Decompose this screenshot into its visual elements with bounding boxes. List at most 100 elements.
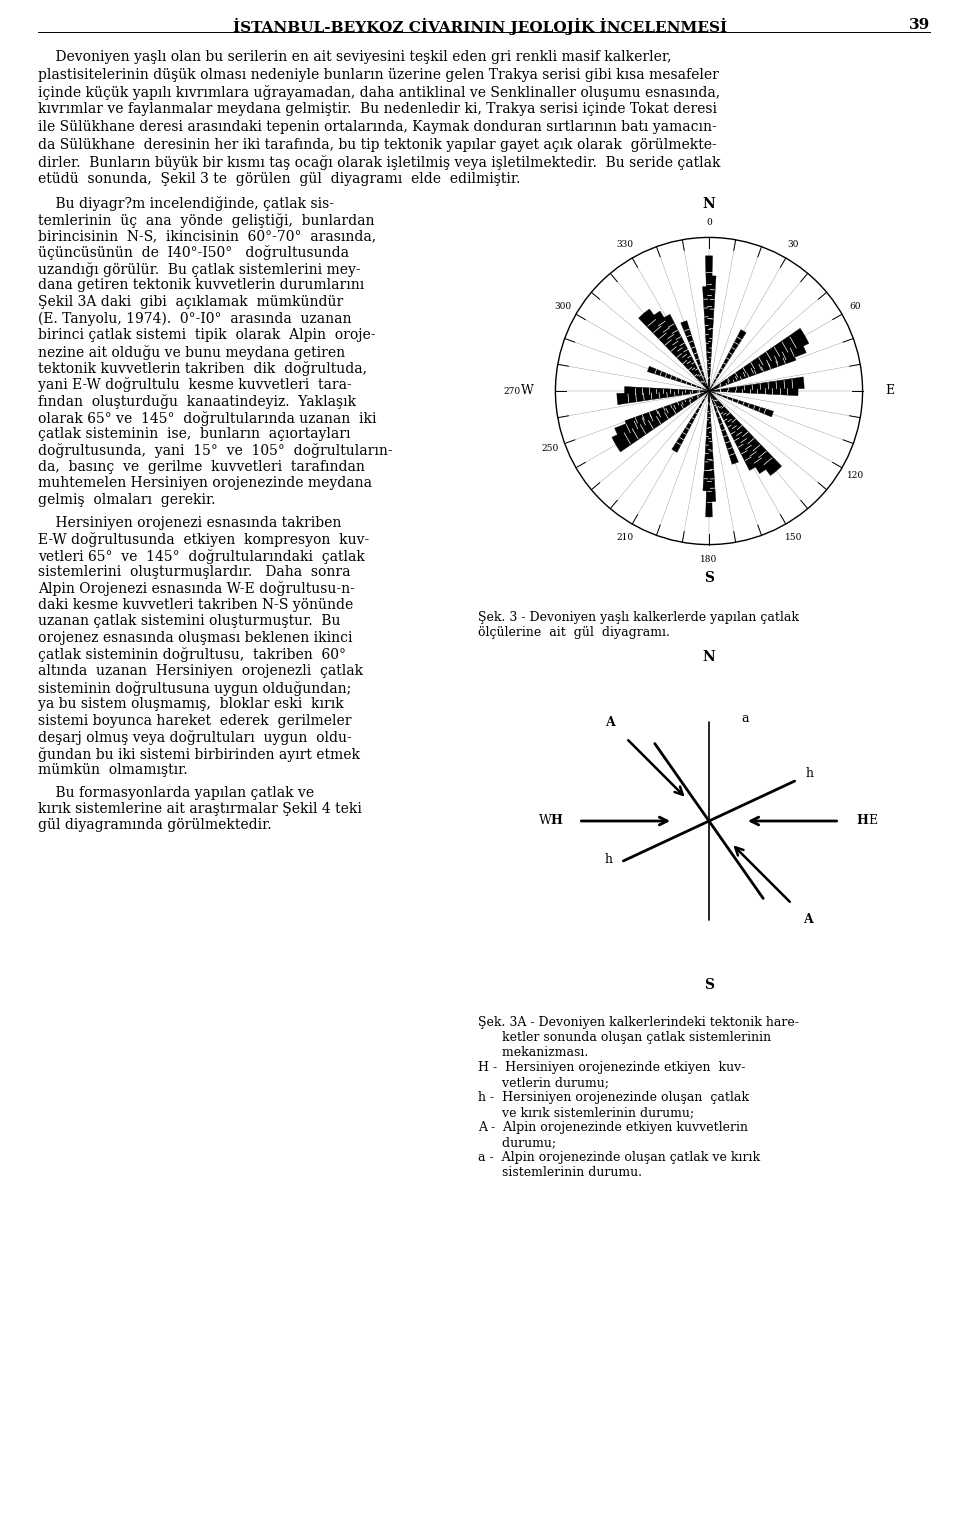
Polygon shape — [709, 391, 769, 474]
Text: a -  Alpin orojenezinde oluşan çatlak ve kırık: a - Alpin orojenezinde oluşan çatlak ve … — [478, 1150, 760, 1164]
Polygon shape — [709, 341, 806, 391]
Text: plastisitelerinin düşük olması nedeniyle bunların üzerine gelen Trakya serisi gi: plastisitelerinin düşük olması nedeniyle… — [38, 67, 719, 81]
Text: gelmiş  olmaları  gerekir.: gelmiş olmaları gerekir. — [38, 492, 215, 508]
Text: ile Sülükhane deresi arasındaki tepenin ortalarında, Kaymak donduran sırtlarının: ile Sülükhane deresi arasındaki tepenin … — [38, 120, 717, 133]
Text: 30: 30 — [788, 241, 799, 249]
Polygon shape — [703, 287, 709, 391]
Polygon shape — [709, 276, 716, 391]
Text: sisteminin doğrultusuna uygun olduğundan;: sisteminin doğrultusuna uygun olduğundan… — [38, 681, 351, 695]
Text: 150: 150 — [784, 532, 803, 542]
Text: Hersiniyen orojenezi esnasında takriben: Hersiniyen orojenezi esnasında takriben — [38, 515, 342, 529]
Text: Şekil 3A daki  gibi  açıklamak  mümkündür: Şekil 3A daki gibi açıklamak mümkündür — [38, 295, 344, 308]
Text: tektonik kuvvetlerin takriben  dik  doğrultuda,: tektonik kuvvetlerin takriben dik doğrul… — [38, 360, 367, 376]
Text: yani E-W doğrultulu  kesme kuvvetleri  tara-: yani E-W doğrultulu kesme kuvvetleri tar… — [38, 377, 351, 393]
Text: E: E — [886, 385, 895, 397]
Polygon shape — [709, 391, 716, 502]
Text: 0: 0 — [707, 218, 712, 227]
Polygon shape — [709, 391, 774, 417]
Polygon shape — [709, 330, 746, 391]
Text: içinde küçük yapılı kıvrımlara uğrayamadan, daha antiklinal ve Senklinaller oluş: içinde küçük yapılı kıvrımlara uğrayamad… — [38, 84, 720, 100]
Text: 300: 300 — [554, 302, 571, 311]
Text: sistemi boyunca hareket  ederek  gerilmeler: sistemi boyunca hareket ederek gerilmele… — [38, 713, 351, 727]
Polygon shape — [638, 308, 709, 391]
Text: muhtemelen Hersiniyen orojenezinde meydana: muhtemelen Hersiniyen orojenezinde meyda… — [38, 477, 372, 491]
Text: Bu diyagr?m incelendiğinde, çatlak sis-: Bu diyagr?m incelendiğinde, çatlak sis- — [38, 196, 334, 212]
Text: N: N — [703, 196, 715, 210]
Text: Şek. 3A - Devoniyen kalkerlerindeki tektonik hare-: Şek. 3A - Devoniyen kalkerlerindeki tekt… — [478, 1016, 799, 1029]
Text: ölçülerine  ait  gül  diyagramı.: ölçülerine ait gül diyagramı. — [478, 626, 670, 640]
Text: orojenez esnasında oluşması beklenen ikinci: orojenez esnasında oluşması beklenen iki… — [38, 630, 352, 644]
Text: deşarj olmuş veya doğrultuları  uygun  oldu-: deşarj olmuş veya doğrultuları uygun old… — [38, 730, 351, 746]
Text: fından  oluşturduğu  kanaatindeyiz.  Yaklaşık: fından oluşturduğu kanaatindeyiz. Yaklaş… — [38, 394, 356, 410]
Polygon shape — [709, 377, 804, 391]
Text: a: a — [742, 712, 749, 726]
Text: nezine ait olduğu ve bunu meydana getiren: nezine ait olduğu ve bunu meydana getire… — [38, 345, 346, 359]
Text: sistemlerini  oluşturmuşlardır.   Daha  sonra: sistemlerini oluşturmuşlardır. Daha sonr… — [38, 565, 350, 578]
Text: A: A — [606, 716, 615, 729]
Text: 250: 250 — [541, 445, 559, 453]
Text: (E. Tanyolu, 1974).  0°-I0°  arasında  uzanan: (E. Tanyolu, 1974). 0°-I0° arasında uzan… — [38, 311, 351, 325]
Polygon shape — [706, 391, 712, 517]
Polygon shape — [672, 391, 709, 453]
Text: uzanan çatlak sistemini oluşturmuştur.  Bu: uzanan çatlak sistemini oluşturmuştur. B… — [38, 615, 341, 629]
Polygon shape — [625, 387, 709, 396]
Text: A: A — [803, 913, 812, 927]
Text: etüdü  sonunda,  Şekil 3 te  görülen  gül  diyagramı  elde  edilmiştir.: etüdü sonunda, Şekil 3 te görülen gül di… — [38, 172, 520, 187]
Text: temlerinin  üç  ana  yönde  geliştiği,  bunlardan: temlerinin üç ana yönde geliştiği, bunla… — [38, 213, 374, 227]
Text: Alpin Orojenezi esnasında W-E doğrultusu-n-: Alpin Orojenezi esnasında W-E doğrultusu… — [38, 581, 355, 597]
Text: kıvrımlar ve faylanmalar meydana gelmiştir.  Bu nedenledir ki, Trakya serisi içi: kıvrımlar ve faylanmalar meydana gelmişt… — [38, 103, 717, 117]
Text: doğrultusunda,  yani  15°  ve  105°  doğrultuların-: doğrultusunda, yani 15° ve 105° doğrultu… — [38, 443, 393, 459]
Polygon shape — [617, 391, 709, 405]
Text: H: H — [856, 815, 868, 827]
Text: mekanizması.: mekanizması. — [478, 1046, 588, 1058]
Polygon shape — [662, 314, 709, 391]
Polygon shape — [612, 391, 709, 453]
Text: ya bu sistem oluşmamış,  bloklar eski  kırık: ya bu sistem oluşmamış, bloklar eski kır… — [38, 696, 344, 710]
Text: 180: 180 — [701, 555, 718, 565]
Text: A -  Alpin orojenezinde etkiyen kuvvetlerin: A - Alpin orojenezinde etkiyen kuvvetler… — [478, 1121, 748, 1134]
Text: mümkün  olmamıştır.: mümkün olmamıştır. — [38, 762, 187, 778]
Text: birincisinin  N-S,  ikincisinin  60°-70°  arasında,: birincisinin N-S, ikincisinin 60°-70° ar… — [38, 229, 376, 242]
Text: vetleri 65°  ve  145°  doğrultularındaki  çatlak: vetleri 65° ve 145° doğrultularındaki ça… — [38, 549, 365, 563]
Text: ve kırık sistemlerinin durumu;: ve kırık sistemlerinin durumu; — [478, 1106, 694, 1118]
Text: 120: 120 — [847, 471, 864, 480]
Text: h -  Hersiniyen orojenezinde oluşan  çatlak: h - Hersiniyen orojenezinde oluşan çatla… — [478, 1091, 749, 1104]
Text: çatlak sisteminin  ise,  bunların  açıortayları: çatlak sisteminin ise, bunların açıortay… — [38, 426, 350, 440]
Text: altında  uzanan  Hersiniyen  orojenezli  çatlak: altında uzanan Hersiniyen orojenezli çat… — [38, 664, 363, 678]
Text: 39: 39 — [909, 18, 930, 32]
Text: 210: 210 — [616, 532, 633, 542]
Text: durumu;: durumu; — [478, 1137, 556, 1149]
Polygon shape — [709, 391, 757, 471]
Text: 330: 330 — [616, 241, 633, 249]
Text: da Sülükhane  deresinin her iki tarafında, bu tip tektonik yapılar gayet açık ol: da Sülükhane deresinin her iki tarafında… — [38, 138, 717, 152]
Text: h: h — [605, 853, 612, 865]
Text: Şek. 3 - Devoniyen yaşlı kalkerlerde yapılan çatlak: Şek. 3 - Devoniyen yaşlı kalkerlerde yap… — [478, 611, 799, 624]
Polygon shape — [709, 328, 809, 391]
Text: vetlerin durumu;: vetlerin durumu; — [478, 1075, 609, 1089]
Text: birinci çatlak sistemi  tipik  olarak  Alpin  oroje-: birinci çatlak sistemi tipik olarak Alpi… — [38, 328, 375, 342]
Text: 60: 60 — [850, 302, 861, 311]
Text: dirler.  Bunların büyük bir kısmı taş ocağı olarak işletilmiş veya işletilmekted: dirler. Bunların büyük bir kısmı taş oca… — [38, 155, 721, 170]
Text: h: h — [805, 767, 813, 781]
Polygon shape — [614, 391, 709, 439]
Text: E-W doğrultusunda  etkiyen  kompresyon  kuv-: E-W doğrultusunda etkiyen kompresyon kuv… — [38, 532, 370, 548]
Text: W: W — [521, 385, 534, 397]
Text: uzandığı görülür.  Bu çatlak sistemlerini mey-: uzandığı görülür. Bu çatlak sistemlerini… — [38, 262, 361, 278]
Text: 270: 270 — [504, 387, 521, 396]
Text: H -  Hersiniyen orojenezinde etkiyen  kuv-: H - Hersiniyen orojenezinde etkiyen kuv- — [478, 1062, 745, 1074]
Polygon shape — [709, 391, 738, 465]
Text: daki kesme kuvvetleri takriben N-S yönünde: daki kesme kuvvetleri takriben N-S yönün… — [38, 598, 353, 612]
Text: sistemlerinin durumu.: sistemlerinin durumu. — [478, 1166, 642, 1180]
Polygon shape — [625, 391, 709, 428]
Text: E: E — [868, 815, 877, 827]
Polygon shape — [709, 387, 798, 396]
Text: H: H — [550, 815, 562, 827]
Text: dana getiren tektonik kuvvetlerin durumlarını: dana getiren tektonik kuvvetlerin duruml… — [38, 279, 364, 293]
Text: Bu formasyonlarda yapılan çatlak ve: Bu formasyonlarda yapılan çatlak ve — [38, 785, 314, 799]
Text: W: W — [539, 815, 552, 827]
Text: ğundan bu iki sistemi birbirinden ayırt etmek: ğundan bu iki sistemi birbirinden ayırt … — [38, 747, 360, 761]
Polygon shape — [651, 311, 709, 391]
Polygon shape — [681, 321, 709, 391]
Text: S: S — [704, 571, 714, 586]
Text: üçüncüsünün  de  I40°-I50°   doğrultusunda: üçüncüsünün de I40°-I50° doğrultusunda — [38, 245, 349, 261]
